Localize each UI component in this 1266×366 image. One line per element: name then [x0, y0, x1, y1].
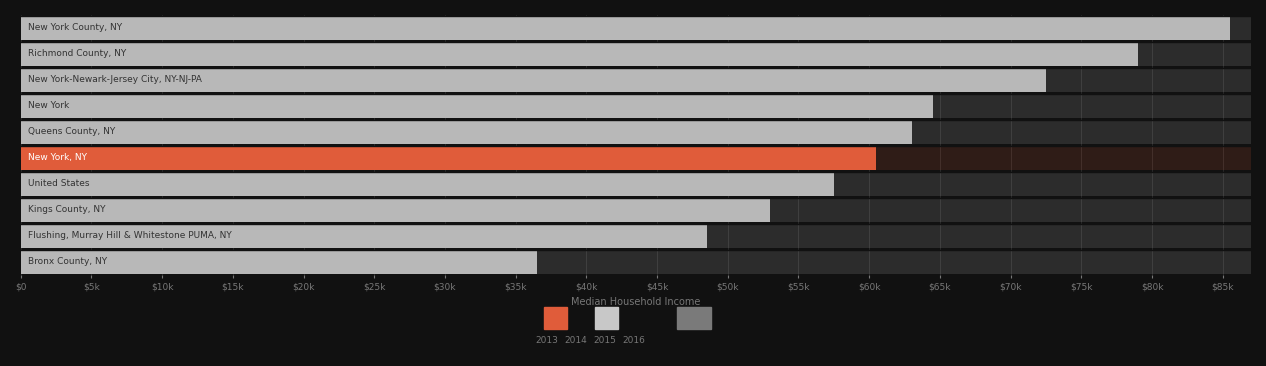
- Bar: [20, 68, 1251, 92]
- Bar: [20, 42, 1138, 66]
- Bar: [20, 198, 1251, 222]
- Text: Queens County, NY: Queens County, NY: [28, 127, 115, 137]
- Text: 2014: 2014: [565, 336, 587, 345]
- X-axis label: Median Household Income: Median Household Income: [571, 297, 700, 307]
- Bar: [20, 120, 912, 144]
- Bar: [20, 224, 1251, 248]
- Text: 2016: 2016: [623, 336, 646, 345]
- Bar: [20, 16, 1229, 40]
- Bar: [20, 94, 1251, 118]
- Text: New York, NY: New York, NY: [28, 153, 87, 163]
- Bar: [20, 250, 537, 274]
- Text: 2015: 2015: [594, 336, 617, 345]
- Text: New York County, NY: New York County, NY: [28, 23, 122, 33]
- Bar: [20, 224, 706, 248]
- Text: 2013: 2013: [536, 336, 558, 345]
- Bar: [20, 146, 1251, 170]
- Text: Flushing, Murray Hill & Whitestone PUMA, NY: Flushing, Murray Hill & Whitestone PUMA,…: [28, 231, 232, 240]
- Bar: [20, 68, 1046, 92]
- Bar: [20, 172, 1251, 196]
- Text: New York: New York: [28, 101, 70, 111]
- Bar: [20, 250, 1251, 274]
- Bar: [20, 94, 933, 118]
- Text: Bronx County, NY: Bronx County, NY: [28, 257, 106, 266]
- Bar: [20, 198, 770, 222]
- Text: Kings County, NY: Kings County, NY: [28, 205, 105, 214]
- Text: New York-Newark-Jersey City, NY-NJ-PA: New York-Newark-Jersey City, NY-NJ-PA: [28, 75, 201, 85]
- Bar: [20, 42, 1251, 66]
- Bar: [20, 172, 834, 196]
- Bar: [20, 16, 1251, 40]
- Bar: [20, 120, 1251, 144]
- Bar: [20, 146, 876, 170]
- Text: United States: United States: [28, 179, 90, 188]
- Text: Richmond County, NY: Richmond County, NY: [28, 49, 127, 59]
